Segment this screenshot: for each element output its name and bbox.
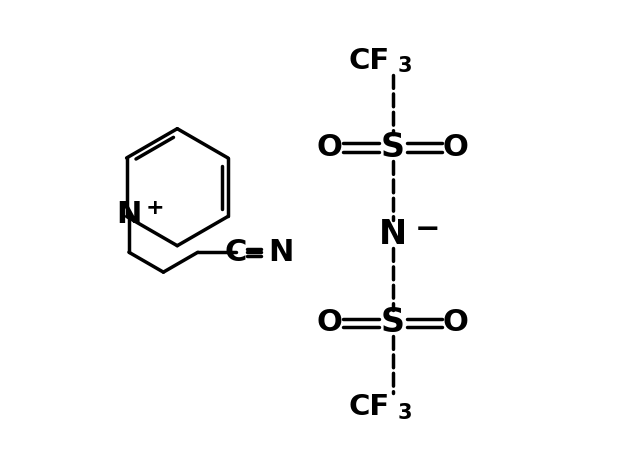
Text: −: − [415,215,440,244]
Text: CF: CF [349,393,390,421]
Text: 3: 3 [397,403,412,423]
Text: 3: 3 [397,57,412,76]
Text: S: S [381,307,404,339]
Text: N: N [116,200,141,228]
Text: O: O [443,133,468,162]
Text: C: C [225,238,247,267]
Text: O: O [316,133,342,162]
Text: CF: CF [349,47,390,75]
Text: +: + [145,198,164,218]
Text: N: N [268,238,294,267]
Text: O: O [443,308,468,337]
Text: N: N [378,218,406,250]
Text: O: O [316,308,342,337]
Text: S: S [381,131,404,164]
